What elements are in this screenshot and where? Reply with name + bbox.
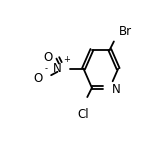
Text: +: + xyxy=(63,55,70,64)
Text: O: O xyxy=(34,72,43,85)
Text: O: O xyxy=(43,51,52,64)
Text: N: N xyxy=(53,62,62,75)
Text: N: N xyxy=(112,82,121,95)
Text: Cl: Cl xyxy=(78,108,89,121)
Text: Br: Br xyxy=(119,25,133,38)
Text: -: - xyxy=(44,64,47,73)
